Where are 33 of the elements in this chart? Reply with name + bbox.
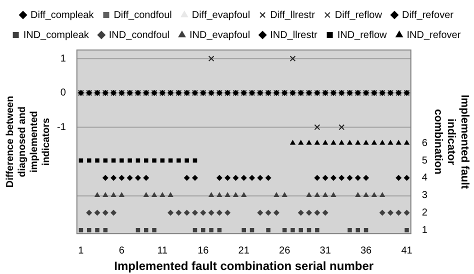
legend-label: IND_reflow (337, 30, 388, 41)
legend-label: Diff_condfoul (114, 10, 172, 21)
y-tick-label: 1 (60, 53, 66, 64)
x-tick-label: 1 (78, 245, 84, 256)
x-tick-label: 36 (360, 245, 372, 256)
x-tick-label: 21 (238, 245, 250, 256)
x-tick-label: 26 (279, 245, 291, 256)
legend-label: IND_condfoul (108, 30, 170, 41)
x-tick-label: 11 (157, 245, 168, 256)
y-tick-label: -1 (56, 122, 66, 133)
y2-tick-label: 2 (422, 207, 428, 218)
x-axis-title: Implemented fault combination serial number (114, 259, 374, 274)
y2-tick-label: 4 (422, 172, 428, 184)
x-tick-label: 41 (401, 245, 413, 256)
y2-axis-title: Implemented fault indicator combination (432, 94, 470, 190)
x-tick-label: 6 (118, 245, 125, 256)
legend-label: Diff_compleak (30, 10, 95, 21)
y2-tick-label: 3 (422, 190, 428, 202)
legend-label: Diff_reflow (334, 10, 383, 21)
legend-label: Diff_evapfoul (192, 10, 250, 21)
legend-label: Diff_refover (402, 10, 454, 21)
legend-label: IND_compleak (23, 30, 90, 41)
y2-tick-label: 5 (422, 155, 428, 166)
legend-label: IND_refover (406, 30, 462, 41)
y-tick-label: 0 (60, 88, 66, 99)
y2-tick-label: 6 (422, 138, 428, 149)
x-tick-label: 31 (320, 245, 332, 256)
y-axis-title: Difference between diagnosed and implemented indicators (4, 96, 52, 188)
y2-tick-label: 1 (422, 224, 428, 236)
legend-label: Diff_llrestr (270, 10, 316, 21)
legend-label: IND_evapfoul (189, 30, 250, 41)
legend-label: IND_llrestr (270, 30, 318, 41)
x-tick-label: 16 (198, 245, 210, 256)
